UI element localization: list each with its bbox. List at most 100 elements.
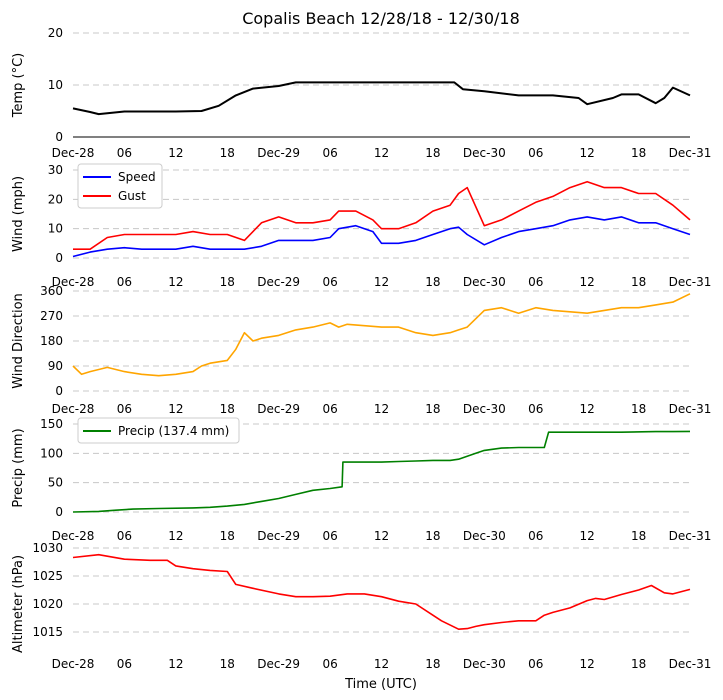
legend-label: Precip (137.4 mm) (118, 424, 229, 438)
x-tick-label: Dec-29 (257, 529, 300, 543)
x-tick-label: 18 (425, 402, 440, 416)
x-tick-label: 06 (528, 529, 543, 543)
y-axis-label: Altimeter (hPa) (11, 555, 26, 653)
x-tick-label: 18 (425, 529, 440, 543)
series-line-direction (72, 293, 691, 377)
y-tick-label: 1020 (32, 597, 63, 611)
x-tick-label: Dec-28 (52, 275, 95, 289)
legend-label: Speed (118, 170, 156, 184)
panel-dir: 0 90 180 270 360 Wind Direction Dec-28 06 12 18 De… (11, 284, 711, 416)
x-tick-label: Dec-29 (257, 146, 300, 160)
y-tick-label: 100 (40, 446, 63, 460)
x-tick-label: 18 (631, 146, 646, 160)
y-tick-label: 10 (48, 222, 63, 236)
chart-title: Copalis Beach 12/28/18 - 12/30/18 (242, 9, 520, 28)
x-tick-label: 18 (220, 146, 235, 160)
x-tick-label: 18 (631, 657, 646, 671)
series-line-precip-137-4-mm- (72, 430, 691, 513)
x-tick-label: Dec-29 (257, 657, 300, 671)
x-tick-label: 12 (580, 657, 595, 671)
x-axis-label: Time (UTC) (344, 677, 417, 692)
legend-box (77, 417, 240, 444)
x-tick-label: 18 (631, 529, 646, 543)
x-tick-label: 06 (117, 146, 132, 160)
x-tick-label: 06 (117, 275, 132, 289)
y-tick-label: 30 (48, 163, 63, 177)
x-tick-label: 06 (322, 402, 337, 416)
x-tick-label: 18 (425, 146, 440, 160)
y-tick-label: 1015 (32, 625, 63, 639)
x-tick-label: 06 (117, 657, 132, 671)
x-tick-label: 12 (168, 146, 183, 160)
panel-temp: 0 10 20 Temp (°C) Dec-28 06 12 18 Dec-29 06 12 18 De… (11, 26, 711, 160)
panel-alt: 1015 1020 1025 1030 Altimeter (hPa) Dec-28 06 1… (11, 541, 711, 671)
x-tick-label: 06 (117, 529, 132, 543)
x-tick-label: Dec-31 (669, 657, 712, 671)
series-line-speed (72, 216, 691, 258)
x-tick-label: Dec-30 (463, 529, 506, 543)
x-tick-label: Dec-31 (669, 529, 712, 543)
x-tick-label: 12 (168, 275, 183, 289)
x-tick-label: 18 (425, 275, 440, 289)
x-tick-label: 06 (117, 402, 132, 416)
y-tick-label: 20 (48, 26, 63, 40)
y-tick-label: 360 (40, 284, 63, 298)
series-line-temp (72, 81, 691, 116)
x-tick-label: 12 (168, 529, 183, 543)
x-tick-label: Dec-28 (52, 657, 95, 671)
x-tick-label: 06 (528, 657, 543, 671)
x-tick-label: 18 (631, 275, 646, 289)
legend-wind: Speed Gust (77, 163, 163, 209)
x-tick-label: Dec-30 (463, 275, 506, 289)
y-tick-label: 0 (55, 251, 63, 265)
panel-wind: 0 10 20 30 Wind (mph) Dec-28 06 12 18 Dec-29 06 12 1… (11, 163, 711, 289)
x-tick-label: 18 (220, 402, 235, 416)
y-tick-label: 1030 (32, 541, 63, 555)
x-tick-label: 06 (322, 529, 337, 543)
x-tick-label: Dec-31 (669, 275, 712, 289)
y-tick-label: 270 (40, 309, 63, 323)
x-tick-label: Dec-28 (52, 402, 95, 416)
x-tick-label: 06 (528, 146, 543, 160)
x-tick-label: Dec-29 (257, 275, 300, 289)
x-tick-label: 12 (580, 146, 595, 160)
y-axis-label: Temp (°C) (11, 53, 26, 119)
x-tick-label: 18 (425, 657, 440, 671)
y-tick-label: 0 (55, 505, 63, 519)
x-tick-label: 06 (322, 657, 337, 671)
x-tick-label: 12 (374, 146, 389, 160)
x-tick-label: 18 (220, 275, 235, 289)
series-line-altimeter (72, 553, 691, 630)
x-tick-label: 12 (374, 402, 389, 416)
x-tick-label: 12 (580, 402, 595, 416)
y-tick-label: 150 (40, 417, 63, 431)
y-axis-label: Wind (mph) (11, 176, 26, 252)
x-tick-label: 12 (168, 657, 183, 671)
x-tick-label: 12 (374, 275, 389, 289)
x-tick-label: 06 (322, 146, 337, 160)
x-tick-label: Dec-28 (52, 529, 95, 543)
y-tick-label: 20 (48, 192, 63, 206)
x-tick-label: 18 (220, 657, 235, 671)
legend-label: Gust (118, 189, 146, 203)
x-tick-label: Dec-31 (669, 146, 712, 160)
x-tick-label: Dec-29 (257, 402, 300, 416)
x-tick-label: Dec-30 (463, 657, 506, 671)
y-tick-label: 0 (55, 130, 63, 144)
x-tick-label: 12 (580, 275, 595, 289)
y-tick-label: 50 (48, 476, 63, 490)
x-tick-label: 18 (220, 529, 235, 543)
y-tick-label: 180 (40, 334, 63, 348)
x-tick-label: 12 (168, 402, 183, 416)
y-axis-label: Wind Direction (11, 293, 26, 389)
y-tick-label: 10 (48, 78, 63, 92)
y-axis-label: Precip (mm) (11, 428, 26, 507)
x-tick-label: 06 (322, 275, 337, 289)
x-tick-label: 06 (528, 402, 543, 416)
x-tick-label: Dec-28 (52, 146, 95, 160)
x-tick-label: Dec-30 (463, 146, 506, 160)
legend-precip: Precip (137.4 mm) (77, 417, 240, 444)
x-tick-label: Dec-30 (463, 402, 506, 416)
